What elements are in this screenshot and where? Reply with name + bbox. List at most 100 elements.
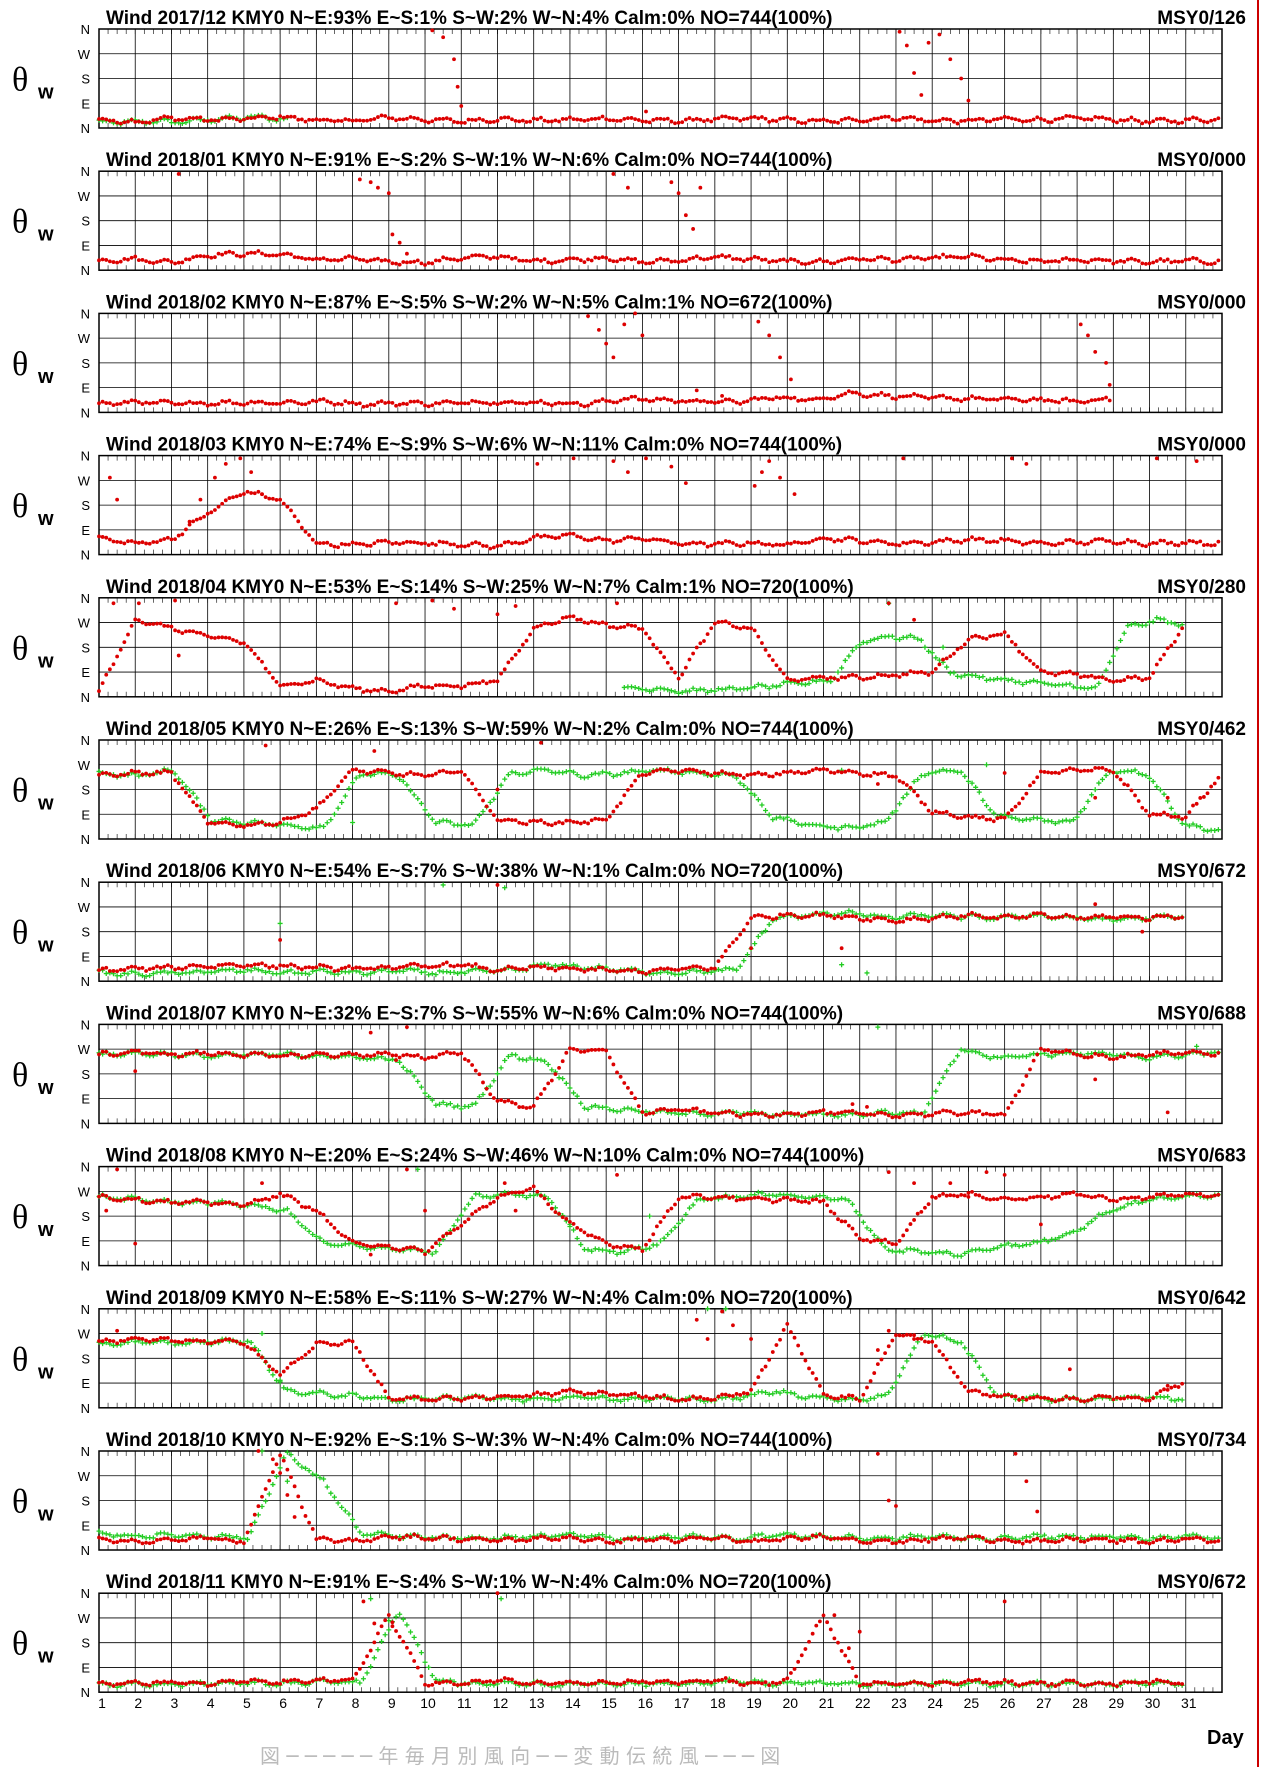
data-point-series-1 xyxy=(264,115,268,119)
data-point-series-1 xyxy=(358,966,362,970)
data-point-series-1 xyxy=(235,494,239,498)
data-point-series-1 xyxy=(420,542,424,546)
data-point-series-1 xyxy=(499,116,503,120)
data-point-series-2 xyxy=(430,971,435,976)
data-point-series-1 xyxy=(764,648,768,652)
data-point-series-1 xyxy=(101,967,105,971)
data-point-series-2 xyxy=(1089,792,1094,797)
data-point-series-1 xyxy=(554,260,558,264)
data-point-series-1 xyxy=(948,254,952,258)
data-point-series-1 xyxy=(720,114,724,118)
y-tick-label: W xyxy=(78,189,91,204)
data-point-series-1 xyxy=(238,642,242,646)
data-point-series-1 xyxy=(108,119,112,123)
data-point-series-1 xyxy=(959,816,963,820)
data-point-series-1 xyxy=(1198,259,1202,263)
data-point-series-1 xyxy=(698,400,702,404)
data-point-series-1 xyxy=(775,259,779,263)
data-point-series-1 xyxy=(843,257,847,261)
data-point-series-1 xyxy=(264,401,268,405)
data-point-series-1 xyxy=(115,261,119,265)
data-point-series-1 xyxy=(115,655,119,659)
data-point-series-1 xyxy=(702,967,706,971)
data-point-series-1 xyxy=(785,676,789,680)
data-point-series-1 xyxy=(543,821,547,825)
data-point-series-1 xyxy=(358,178,362,182)
data-point-series-1 xyxy=(141,773,145,777)
data-point-series-1 xyxy=(568,115,572,119)
data-point-series-1 xyxy=(119,122,123,126)
data-point-series-1 xyxy=(811,539,815,543)
data-point-series-1 xyxy=(242,965,246,969)
data-point-series-2 xyxy=(756,934,761,939)
data-point-series-1 xyxy=(1064,256,1068,260)
data-point-series-1 xyxy=(409,962,413,966)
data-point-series-1 xyxy=(901,541,905,545)
data-point-series-1 xyxy=(217,252,221,256)
data-point-series-1 xyxy=(872,771,876,775)
data-point-series-1 xyxy=(948,118,952,122)
data-point-series-1 xyxy=(528,538,532,542)
data-point-series-1 xyxy=(383,769,387,773)
data-point-series-1 xyxy=(789,396,793,400)
data-point-series-1 xyxy=(314,399,318,403)
data-point-series-1 xyxy=(300,118,304,122)
data-point-series-1 xyxy=(304,257,308,261)
data-point-series-1 xyxy=(430,542,434,546)
data-point-series-1 xyxy=(1090,118,1094,122)
data-point-series-1 xyxy=(597,116,601,120)
data-point-series-1 xyxy=(282,817,286,821)
data-point-series-1 xyxy=(861,541,865,545)
data-point-series-1 xyxy=(612,118,616,122)
data-point-series-1 xyxy=(188,794,192,798)
data-point-series-1 xyxy=(1173,815,1177,819)
data-point-series-2 xyxy=(1198,824,1203,829)
data-point-series-1 xyxy=(151,966,155,970)
data-point-series-1 xyxy=(503,541,507,545)
data-point-series-1 xyxy=(985,398,989,402)
data-point-series-1 xyxy=(340,779,344,783)
data-point-series-1 xyxy=(1024,792,1028,796)
data-point-series-1 xyxy=(782,672,786,676)
data-point-series-1 xyxy=(503,116,507,120)
data-point-series-1 xyxy=(336,545,340,549)
data-point-series-1 xyxy=(307,681,311,685)
data-point-series-1 xyxy=(753,396,757,400)
data-point-series-1 xyxy=(912,115,916,119)
data-point-series-1 xyxy=(796,260,800,264)
data-point-series-1 xyxy=(662,258,666,262)
data-point-series-1 xyxy=(503,667,507,671)
data-point-series-2 xyxy=(234,970,239,975)
data-point-series-1 xyxy=(1079,259,1083,263)
data-point-series-1 xyxy=(709,544,713,548)
data-point-series-1 xyxy=(535,462,539,466)
data-point-series-1 xyxy=(579,968,583,972)
data-point-series-1 xyxy=(256,114,260,118)
data-point-series-1 xyxy=(691,227,695,231)
data-point-series-1 xyxy=(115,121,119,125)
data-point-series-1 xyxy=(532,535,536,539)
data-point-series-1 xyxy=(1068,538,1072,542)
data-point-series-1 xyxy=(224,115,228,119)
data-point-series-1 xyxy=(300,402,304,406)
data-point-series-1 xyxy=(358,401,362,405)
data-point-series-1 xyxy=(532,819,536,823)
data-point-series-1 xyxy=(655,646,659,650)
data-point-series-1 xyxy=(521,401,525,405)
data-point-series-1 xyxy=(1177,633,1181,637)
data-point-series-1 xyxy=(314,117,318,121)
data-point-series-1 xyxy=(452,685,456,689)
data-point-series-1 xyxy=(612,459,616,463)
data-point-series-1 xyxy=(282,502,286,506)
data-point-series-2 xyxy=(1205,829,1210,834)
data-point-series-1 xyxy=(126,400,130,404)
data-point-series-1 xyxy=(1039,668,1043,672)
data-point-series-1 xyxy=(1039,117,1043,121)
data-point-series-1 xyxy=(760,772,764,776)
data-point-series-1 xyxy=(593,399,597,403)
data-point-series-1 xyxy=(829,914,833,918)
data-point-series-1 xyxy=(1206,791,1210,795)
data-point-series-1 xyxy=(137,618,141,622)
data-point-series-2 xyxy=(303,971,308,976)
data-point-series-1 xyxy=(543,119,547,123)
